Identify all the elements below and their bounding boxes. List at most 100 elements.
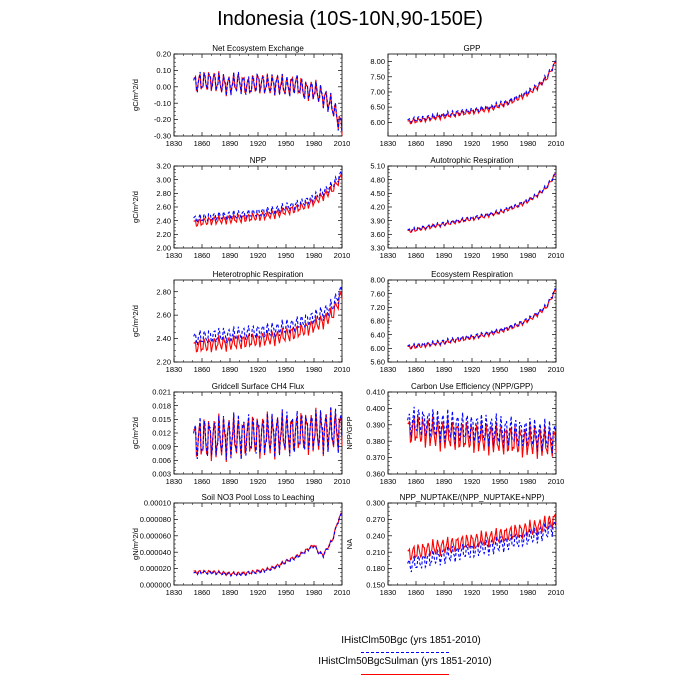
y-axis-label: NPP/GPP <box>345 416 354 449</box>
plot-frame <box>387 279 557 363</box>
y-tick-label: 6.40 <box>370 330 385 339</box>
y-tick-label: 0.240 <box>366 531 385 540</box>
series-line-sulman <box>407 60 557 125</box>
x-tick-label: 1890 <box>436 365 453 374</box>
y-tick-label: 0.360 <box>366 470 385 479</box>
y-tick-label: 2.40 <box>156 334 171 343</box>
y-tick-label: 0.003 <box>152 470 171 479</box>
y-tick-label: 7.20 <box>370 303 385 312</box>
chart-panel-6: Ecosystem Respiration 5.60 6.00 6.40 6.80 7.2… <box>370 270 564 374</box>
y-tick-label: 2.20 <box>156 358 171 367</box>
x-tick-label: 1860 <box>194 588 211 597</box>
y-tick-label: 0.000080 <box>140 515 171 524</box>
x-tick-label: 1980 <box>306 477 323 486</box>
y-tick-label: -0.10 <box>154 99 171 108</box>
x-tick-label: 2010 <box>548 477 565 486</box>
chart-panel-2: GPP 6.00 6.50 7.00 7.50 8.00 1830 1860 1890 1920 1… <box>370 44 564 148</box>
x-tick-label: 1860 <box>194 365 211 374</box>
x-tick-label: 1920 <box>250 251 267 260</box>
y-tick-label: 0.018 <box>152 401 171 410</box>
chart-title: Heterotrophic Respiration <box>213 270 304 279</box>
chart-panel-4: Autotrophic Respiration 3.30 3.60 3.90 4.20 4… <box>370 156 564 260</box>
x-tick-label: 2010 <box>548 251 565 260</box>
x-tick-label: 1920 <box>464 477 481 486</box>
series-line-bgc <box>193 406 343 460</box>
y-tick-label: 8.00 <box>370 57 385 66</box>
x-tick-label: 1830 <box>166 365 183 374</box>
y-tick-label: 4.80 <box>370 175 385 184</box>
x-tick-label: 1920 <box>250 588 267 597</box>
y-tick-label: 0.009 <box>152 442 171 451</box>
plot-frame <box>173 165 343 249</box>
x-tick-label: 1950 <box>492 251 509 260</box>
x-tick-label: 1950 <box>278 365 295 374</box>
series-line-sulman <box>193 512 343 577</box>
y-tick-label: 0.00 <box>156 82 171 91</box>
y-tick-label: 0.210 <box>366 548 385 557</box>
x-tick-label: 1830 <box>166 477 183 486</box>
x-tick-label: 1980 <box>520 365 537 374</box>
y-tick-label: 3.00 <box>156 175 171 184</box>
x-tick-label: 1830 <box>166 251 183 260</box>
x-tick-label: 1950 <box>278 251 295 260</box>
y-tick-label: 7.50 <box>370 72 385 81</box>
series-line-sulman <box>407 172 557 234</box>
x-tick-label: 1890 <box>222 365 239 374</box>
x-tick-label: 1980 <box>306 251 323 260</box>
x-tick-label: 1920 <box>464 139 481 148</box>
x-tick-label: 1920 <box>464 365 481 374</box>
x-tick-label: 1890 <box>222 477 239 486</box>
y-tick-label: 0.380 <box>366 437 385 446</box>
y-tick-label: 2.00 <box>156 244 171 253</box>
chart-panel-1: Net Ecosystem Exchange -0.30 -0.20 -0.10 0.0… <box>131 44 350 148</box>
y-tick-label: 0.150 <box>366 581 385 590</box>
y-tick-label: 4.50 <box>370 189 385 198</box>
chart-panel-3: NPP 2.00 2.20 2.40 2.60 2.80 3.00 3.20 1830 1860 1… <box>131 156 350 260</box>
y-tick-label: 5.10 <box>370 162 385 171</box>
x-tick-label: 2010 <box>334 477 351 486</box>
plot-frame <box>387 502 557 586</box>
series-line-sulman <box>193 173 343 227</box>
chart-panel-5: Heterotrophic Respiration 2.20 2.40 2.60 2.8… <box>131 270 350 374</box>
y-tick-label: 2.60 <box>156 203 171 212</box>
x-tick-label: 1980 <box>306 588 323 597</box>
y-axis-label: gC/m^2/d <box>131 305 140 337</box>
series-line-bgc <box>193 512 343 578</box>
x-tick-label: 1860 <box>408 588 425 597</box>
y-tick-label: 3.60 <box>370 230 385 239</box>
chart-title: Ecosystem Respiration <box>431 270 513 279</box>
y-tick-label: 0.20 <box>156 50 171 59</box>
y-tick-label: 0.270 <box>366 515 385 524</box>
y-tick-label: 0.370 <box>366 453 385 462</box>
y-tick-label: 0.400 <box>366 404 385 413</box>
chart-title: Net Ecosystem Exchange <box>212 44 304 53</box>
y-tick-label: 0.006 <box>152 456 171 465</box>
x-tick-label: 1890 <box>436 139 453 148</box>
series-line-bgc <box>407 172 557 233</box>
x-tick-label: 1860 <box>408 139 425 148</box>
x-tick-label: 1950 <box>278 139 295 148</box>
chart-title: NPP <box>250 156 266 165</box>
plot-frame <box>387 165 557 249</box>
x-tick-label: 1830 <box>166 588 183 597</box>
series-line-sulman <box>193 291 343 353</box>
y-tick-label: 0.000040 <box>140 548 171 557</box>
y-axis-label: NA <box>345 539 354 549</box>
page-title: Indonesia (10S-10N,90-150E) <box>217 8 483 30</box>
x-tick-label: 1890 <box>222 139 239 148</box>
chart-title: NPP_NUPTAKE/(NPP_NUPTAKE+NPP) <box>400 493 545 502</box>
x-tick-label: 1860 <box>408 477 425 486</box>
x-tick-label: 2010 <box>548 588 565 597</box>
y-tick-label: 0.180 <box>366 564 385 573</box>
y-tick-label: 3.20 <box>156 162 171 171</box>
x-tick-label: 1860 <box>194 251 211 260</box>
y-axis-label: gN/m^2/d <box>131 528 140 560</box>
y-tick-label: 6.00 <box>370 344 385 353</box>
x-tick-label: 2010 <box>334 588 351 597</box>
x-tick-label: 1860 <box>194 477 211 486</box>
y-tick-label: 0.10 <box>156 66 171 75</box>
x-tick-label: 1980 <box>306 139 323 148</box>
y-axis-label: gC/m^2/d <box>131 191 140 223</box>
chart-title: Autotrophic Respiration <box>430 156 513 165</box>
